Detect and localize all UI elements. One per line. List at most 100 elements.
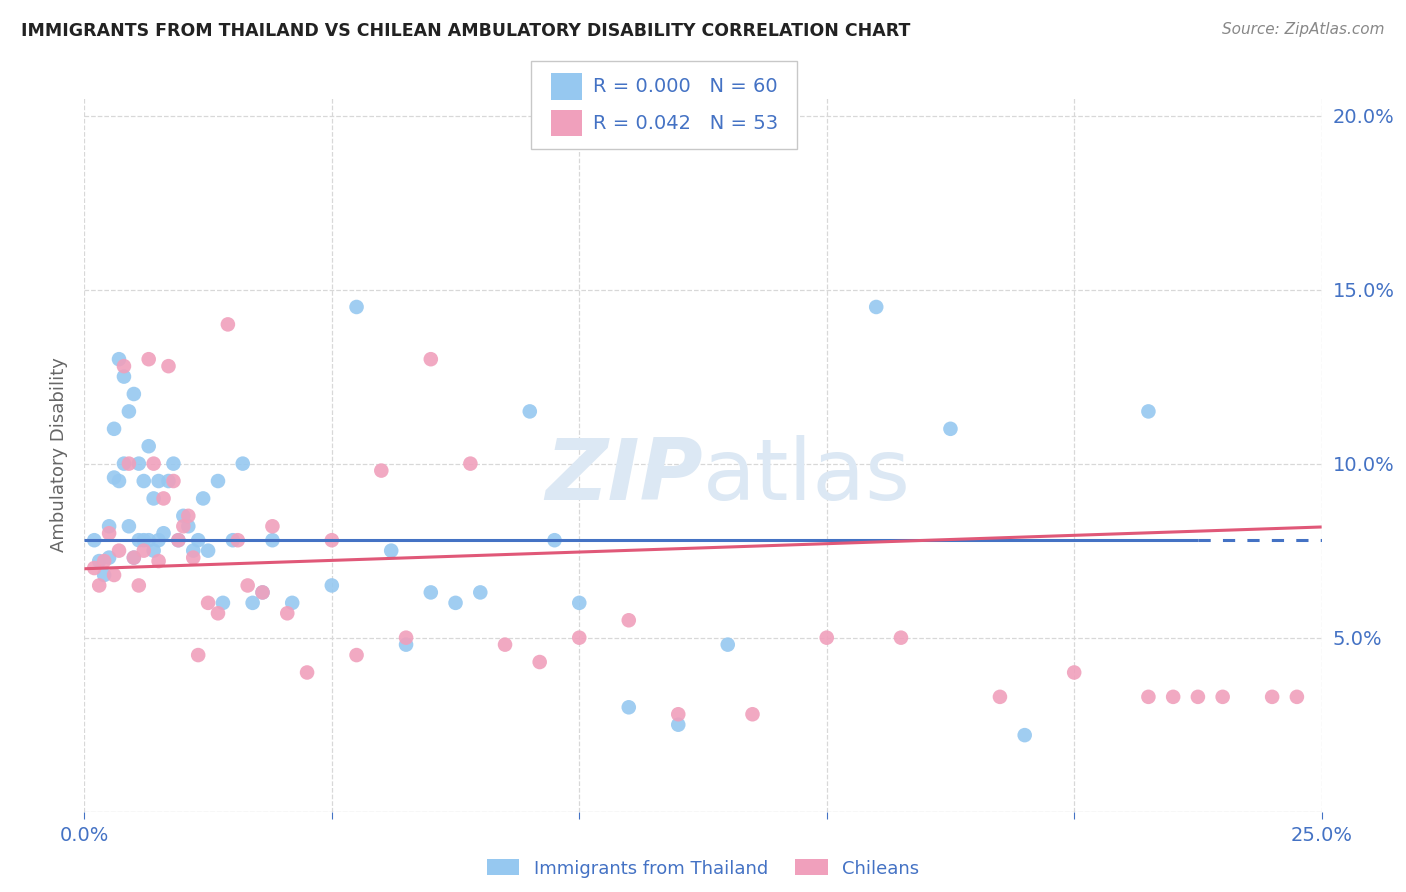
Point (89, 578, 111, 592)
Point (142, 491, 165, 506)
Point (741, 707, 763, 722)
Point (666, 717, 689, 731)
Point (191, 491, 214, 506)
Point (103, 422, 125, 436)
Point (148, 474, 170, 488)
Point (148, 533, 170, 548)
Text: R = 0.000   N = 60: R = 0.000 N = 60 (593, 77, 778, 96)
Point (395, 638, 418, 652)
Point (103, 470, 125, 484)
Point (89, 554, 111, 568)
Point (197, 543, 219, 558)
Text: R = 0.042   N = 53: R = 0.042 N = 53 (593, 113, 779, 133)
Point (217, 318, 239, 332)
Point (1187, 690, 1209, 704)
Point (890, 631, 912, 645)
Point (162, 474, 184, 488)
Point (321, 578, 343, 592)
Point (444, 596, 467, 610)
Point (152, 526, 174, 541)
Point (666, 707, 689, 722)
Point (108, 543, 131, 558)
Point (197, 596, 219, 610)
Point (187, 533, 209, 548)
Point (142, 457, 165, 471)
Point (380, 543, 402, 558)
Point (262, 519, 284, 533)
Point (212, 596, 235, 610)
Point (152, 491, 174, 506)
Point (98, 526, 121, 541)
Text: ZIP: ZIP (546, 434, 703, 518)
Point (1161, 690, 1184, 704)
Point (162, 457, 184, 471)
Point (128, 457, 150, 471)
Point (157, 474, 180, 488)
Point (1014, 728, 1036, 742)
Point (138, 352, 160, 367)
Point (1137, 690, 1160, 704)
Y-axis label: Ambulatory Disability: Ambulatory Disability (51, 358, 69, 552)
Point (1261, 690, 1284, 704)
Point (122, 550, 145, 565)
Point (321, 533, 343, 548)
Point (142, 543, 165, 558)
Point (395, 631, 418, 645)
Point (108, 352, 131, 367)
Point (108, 474, 131, 488)
Point (543, 533, 565, 548)
Point (617, 613, 640, 627)
Point (1212, 690, 1234, 704)
Point (252, 585, 274, 599)
Text: IMMIGRANTS FROM THAILAND VS CHILEAN AMBULATORY DISABILITY CORRELATION CHART: IMMIGRANTS FROM THAILAND VS CHILEAN AMBU… (21, 22, 911, 40)
Point (460, 457, 482, 471)
Point (177, 508, 200, 523)
Point (122, 387, 145, 401)
Point (98, 550, 121, 565)
Point (717, 638, 740, 652)
Point (177, 519, 200, 533)
Point (262, 533, 284, 548)
Point (172, 508, 194, 523)
Point (1063, 665, 1085, 680)
Point (122, 550, 145, 565)
Point (519, 404, 541, 418)
Point (128, 533, 150, 548)
Point (617, 700, 640, 714)
Point (157, 359, 180, 373)
Point (242, 596, 264, 610)
Point (1137, 404, 1160, 418)
Point (939, 422, 962, 436)
Point (112, 457, 135, 471)
Point (232, 457, 254, 471)
Point (118, 457, 141, 471)
Legend: Immigrants from Thailand, Chileans: Immigrants from Thailand, Chileans (479, 852, 927, 885)
Point (112, 369, 135, 384)
Point (346, 300, 368, 314)
Point (138, 439, 160, 453)
Point (865, 300, 887, 314)
Point (118, 519, 141, 533)
Point (132, 543, 155, 558)
Point (346, 648, 368, 662)
Point (252, 585, 274, 599)
Text: Source: ZipAtlas.com: Source: ZipAtlas.com (1222, 22, 1385, 37)
Point (118, 404, 141, 418)
Point (1285, 690, 1308, 704)
Point (93, 568, 115, 582)
Point (128, 578, 150, 592)
Point (181, 543, 204, 558)
Point (93, 554, 115, 568)
Point (470, 585, 492, 599)
Point (281, 596, 304, 610)
Text: atlas: atlas (703, 434, 911, 518)
Point (370, 464, 392, 478)
Point (167, 533, 190, 548)
Point (132, 533, 155, 548)
Point (83, 561, 105, 575)
Point (181, 550, 204, 565)
Point (419, 585, 441, 599)
Point (172, 519, 194, 533)
Point (815, 631, 838, 645)
Point (83, 533, 105, 548)
